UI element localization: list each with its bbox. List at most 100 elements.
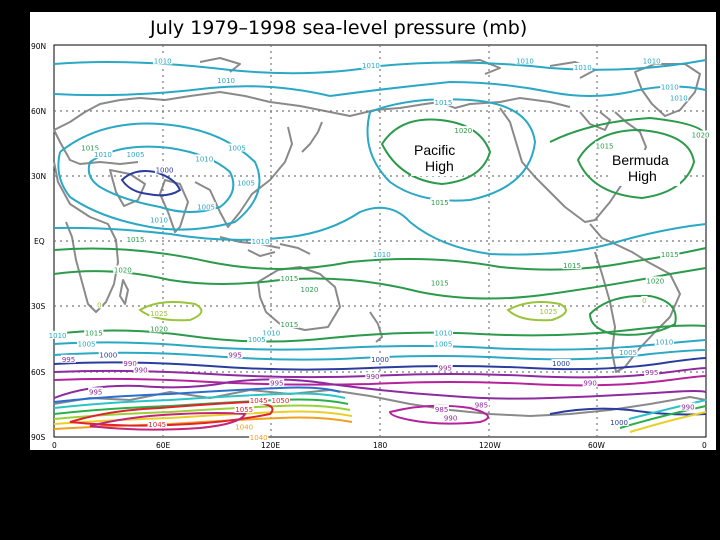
isobar-label: 1015 [85,330,103,338]
lat-tick: EQ [34,237,45,246]
slide-panel: July 1979–1998 sea-level pressure (mb) [30,12,716,450]
isobar-label-bg [433,328,453,337]
isobar-label: 1010 [154,57,172,65]
isobar-label-bg [149,324,169,333]
isobar-label: 1045 [250,397,268,405]
isobar-label-bg [430,198,450,206]
lon-tick: 0 [52,441,57,450]
isobar-1000-asian-low [120,170,182,197]
isobar-label-bg [270,396,290,405]
isobar-1010-south [53,339,707,351]
isobar-label: 1020 [646,277,664,285]
isobar-label-bg [196,202,216,211]
isobar-label-bg [194,154,214,163]
isobar-label: 1005 [434,341,452,349]
isobar-label-bg [234,422,254,431]
isobar-label: 1025 [150,310,168,318]
isobar-label-bg [669,93,689,102]
isobar-label-bg [370,354,390,363]
isobar-1010-asian-low [57,122,261,231]
isobar-label-bg [48,330,68,339]
isobar-label-bg [133,365,149,374]
pressure-map: July 1979–1998 sea-level pressure (mb) [31,17,711,450]
isobar-label-bg [113,265,133,274]
isobar-label: 1040 [235,423,253,431]
isobar-label-bg [434,404,449,413]
isobar-label: 1000 [156,166,174,174]
isobar-label: 995 [270,380,283,388]
lat-tick: 30N [31,172,46,181]
isobar-label-bg [474,400,489,409]
isobar-label-bg [122,359,138,368]
isobar-1005-asian-low [87,145,235,213]
isobar-label: 1010 [262,330,280,338]
isobar-label: 1010 [434,330,452,338]
isobar-label: 1015 [280,275,298,283]
isobar-label-bg [645,276,665,285]
pacific-high-line2: High [425,158,454,174]
isobar-label-bg [595,141,615,150]
isobar-antarctic-east [629,411,707,433]
map-title: July 1979–1998 sea-level pressure (mb) [149,17,527,39]
isobar-label: 1005 [78,341,96,349]
isobar-label-bg [125,235,146,243]
lon-tick: 0 [702,441,707,450]
isobar-label-bg [609,417,629,426]
isobar-label: 1005 [248,336,266,344]
isobar-label: 1050 [271,397,289,405]
isobar-label-bg [77,339,97,348]
isobar-label: 1010 [195,155,213,163]
isobar-label: 1015 [661,251,679,259]
isobar-label-bg [551,359,571,368]
isobar-label: 990 [123,360,136,368]
isobar-label-bg [98,350,118,359]
isobar-label-bg [279,319,299,328]
isobar-1015-south [53,324,707,343]
isobar-label: 1025 [539,308,557,316]
isobar-antarctic-yellow [53,410,353,425]
isobar-label-bg [61,354,76,363]
isobar-label-bg [261,328,281,337]
isobar-label-bg [84,328,104,337]
isobar-label-bg [154,165,175,174]
isobar-label: 1010 [670,94,688,102]
isobar-1025-indian [138,301,203,322]
isobar-label-bg [660,82,680,91]
isobar-1000-south [53,357,707,371]
isobar-label-bg [227,350,243,359]
isobar-label: 1005 [197,203,215,211]
bermuda-high-line2: High [628,168,657,184]
lon-tick: 60W [588,441,606,450]
isobar-label: 1015 [127,236,145,244]
isobar-antarctic-cyan [53,392,346,409]
isobar-label-bg [80,143,100,152]
lat-tick: 90N [31,42,46,51]
isobar-antarctic-blue [53,386,341,403]
isobar-label: 1015 [431,280,449,288]
isobar-label: 1005 [237,179,255,187]
lat-tick: 60S [31,368,46,377]
isobar-label-bg [538,306,558,315]
longitude-ticks: 0 60E 120E 180 120W 60W 0 [52,441,707,450]
isobar-label: 1015 [434,99,452,107]
isobar-label: 995 [89,388,102,396]
isobar-label: 990 [134,367,147,375]
isobar-label: 1000 [552,360,570,368]
lat-tick: 30S [31,302,46,311]
isobar-label-bg [654,337,674,346]
isobar-label: 1015 [596,142,614,150]
isobar-label: 1010 [655,338,673,346]
isobar-label-bg [153,56,173,65]
isobar-label: 1000 [610,419,628,427]
isobar-label-bg [642,56,662,65]
isobar-label: 0 [97,301,101,309]
isobar-990-south [53,375,707,387]
isobar-label-bg [618,348,638,357]
isobar-1010-high-lat [53,85,331,97]
isobar-label-bg [372,250,392,259]
isobar-label: 1010 [661,84,679,92]
isobar-label: 1005 [228,145,246,153]
isobar-label: 995 [439,365,452,373]
isobar-1020-pacific-high [380,118,492,186]
isobar-label-bg [149,309,169,317]
